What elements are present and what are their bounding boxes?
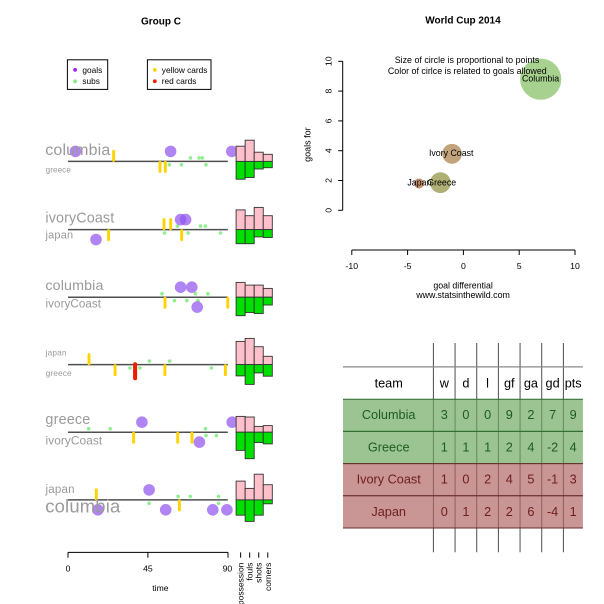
svg-text:4: 4	[323, 148, 333, 153]
svg-text:0: 0	[462, 408, 469, 422]
svg-text:ivoryCoast: ivoryCoast	[45, 211, 114, 227]
svg-text:4: 4	[570, 440, 577, 454]
svg-text:World Cup 2014: World Cup 2014	[425, 16, 501, 27]
svg-text:corners: corners	[263, 563, 273, 591]
svg-text:Group C: Group C	[141, 16, 181, 27]
svg-text:1: 1	[484, 440, 491, 454]
svg-text:greece: greece	[46, 166, 72, 175]
svg-text:w: w	[439, 376, 450, 390]
svg-text:team: team	[375, 376, 403, 390]
svg-text:2: 2	[323, 178, 333, 183]
svg-text:1: 1	[441, 440, 448, 454]
svg-text:shots: shots	[254, 563, 264, 583]
svg-text:ivoryCoast: ivoryCoast	[46, 433, 103, 447]
svg-text:90: 90	[223, 563, 233, 573]
svg-text:possession: possession	[236, 562, 246, 604]
svg-text:10: 10	[323, 56, 333, 66]
svg-text:0: 0	[441, 505, 448, 519]
svg-text:pts: pts	[565, 376, 582, 390]
svg-text:Ivory Coast: Ivory Coast	[429, 148, 474, 158]
svg-text:goals for: goals for	[303, 127, 313, 162]
svg-text:Japan: Japan	[371, 505, 406, 519]
svg-text:Size of circle is proportional: Size of circle is proportional to points	[395, 55, 540, 65]
svg-text:columbia: columbia	[45, 278, 103, 294]
svg-text:4: 4	[527, 440, 534, 454]
svg-text:4: 4	[506, 473, 513, 487]
svg-text:gd: gd	[546, 376, 560, 390]
svg-text:l: l	[486, 376, 489, 390]
svg-text:Columbia: Columbia	[522, 73, 559, 83]
svg-text:0: 0	[323, 208, 333, 213]
svg-text:goals: goals	[82, 65, 102, 75]
svg-text:yellow cards: yellow cards	[162, 65, 208, 75]
svg-text:5: 5	[517, 261, 522, 271]
svg-text:-1: -1	[547, 473, 558, 487]
svg-text:2: 2	[484, 473, 491, 487]
svg-text:fouls: fouls	[245, 563, 255, 581]
svg-text:6: 6	[323, 118, 333, 123]
svg-text:1: 1	[441, 473, 448, 487]
svg-text:9: 9	[570, 408, 577, 422]
svg-text:ga: ga	[524, 376, 539, 390]
svg-text:5: 5	[527, 473, 534, 487]
svg-text:7: 7	[549, 408, 556, 422]
svg-text:0: 0	[462, 473, 469, 487]
svg-text:time: time	[152, 583, 168, 593]
svg-text:Color of cirlce is related to: Color of cirlce is related to goals allo…	[388, 66, 547, 76]
svg-text:ivoryCoast: ivoryCoast	[46, 299, 102, 311]
svg-text:3: 3	[441, 408, 448, 422]
svg-text:2: 2	[506, 505, 513, 519]
svg-text:-2: -2	[547, 440, 558, 454]
svg-text:greece: greece	[45, 412, 90, 428]
svg-text:red cards: red cards	[162, 76, 197, 86]
svg-text:45: 45	[143, 563, 153, 573]
svg-text:columbia: columbia	[45, 496, 121, 517]
svg-text:greece: greece	[46, 368, 72, 378]
svg-text:subs: subs	[82, 76, 100, 86]
svg-text:3: 3	[570, 473, 577, 487]
svg-text:9: 9	[506, 408, 513, 422]
svg-text:1: 1	[462, 440, 469, 454]
svg-text:1: 1	[570, 505, 577, 519]
svg-text:Greece: Greece	[368, 440, 410, 454]
svg-text:gf: gf	[504, 376, 515, 390]
svg-text:Ivory Coast: Ivory Coast	[357, 473, 422, 487]
svg-text:0: 0	[484, 408, 491, 422]
svg-text:goal differential: goal differential	[433, 280, 493, 290]
svg-text:columbia: columbia	[45, 142, 110, 159]
svg-text:-5: -5	[404, 261, 412, 271]
svg-text:Japan: Japan	[407, 178, 431, 188]
svg-text:0: 0	[461, 261, 466, 271]
svg-text:1: 1	[462, 505, 469, 519]
svg-text:japan: japan	[45, 230, 74, 242]
svg-text:6: 6	[527, 505, 534, 519]
svg-text:8: 8	[323, 89, 333, 94]
svg-text:2: 2	[506, 440, 513, 454]
svg-text:0: 0	[66, 563, 71, 573]
svg-text:japan: japan	[45, 484, 75, 496]
svg-text:-4: -4	[547, 505, 558, 519]
svg-text:d: d	[462, 376, 469, 390]
svg-text:10: 10	[570, 261, 580, 271]
svg-text:Greece: Greece	[427, 178, 456, 188]
svg-text:japan: japan	[45, 347, 67, 357]
svg-text:www.statsinthewild.com: www.statsinthewild.com	[415, 290, 510, 300]
svg-text:Columbia: Columbia	[362, 408, 417, 422]
svg-text:2: 2	[484, 505, 491, 519]
svg-text:-10: -10	[346, 261, 359, 271]
svg-text:2: 2	[527, 408, 534, 422]
